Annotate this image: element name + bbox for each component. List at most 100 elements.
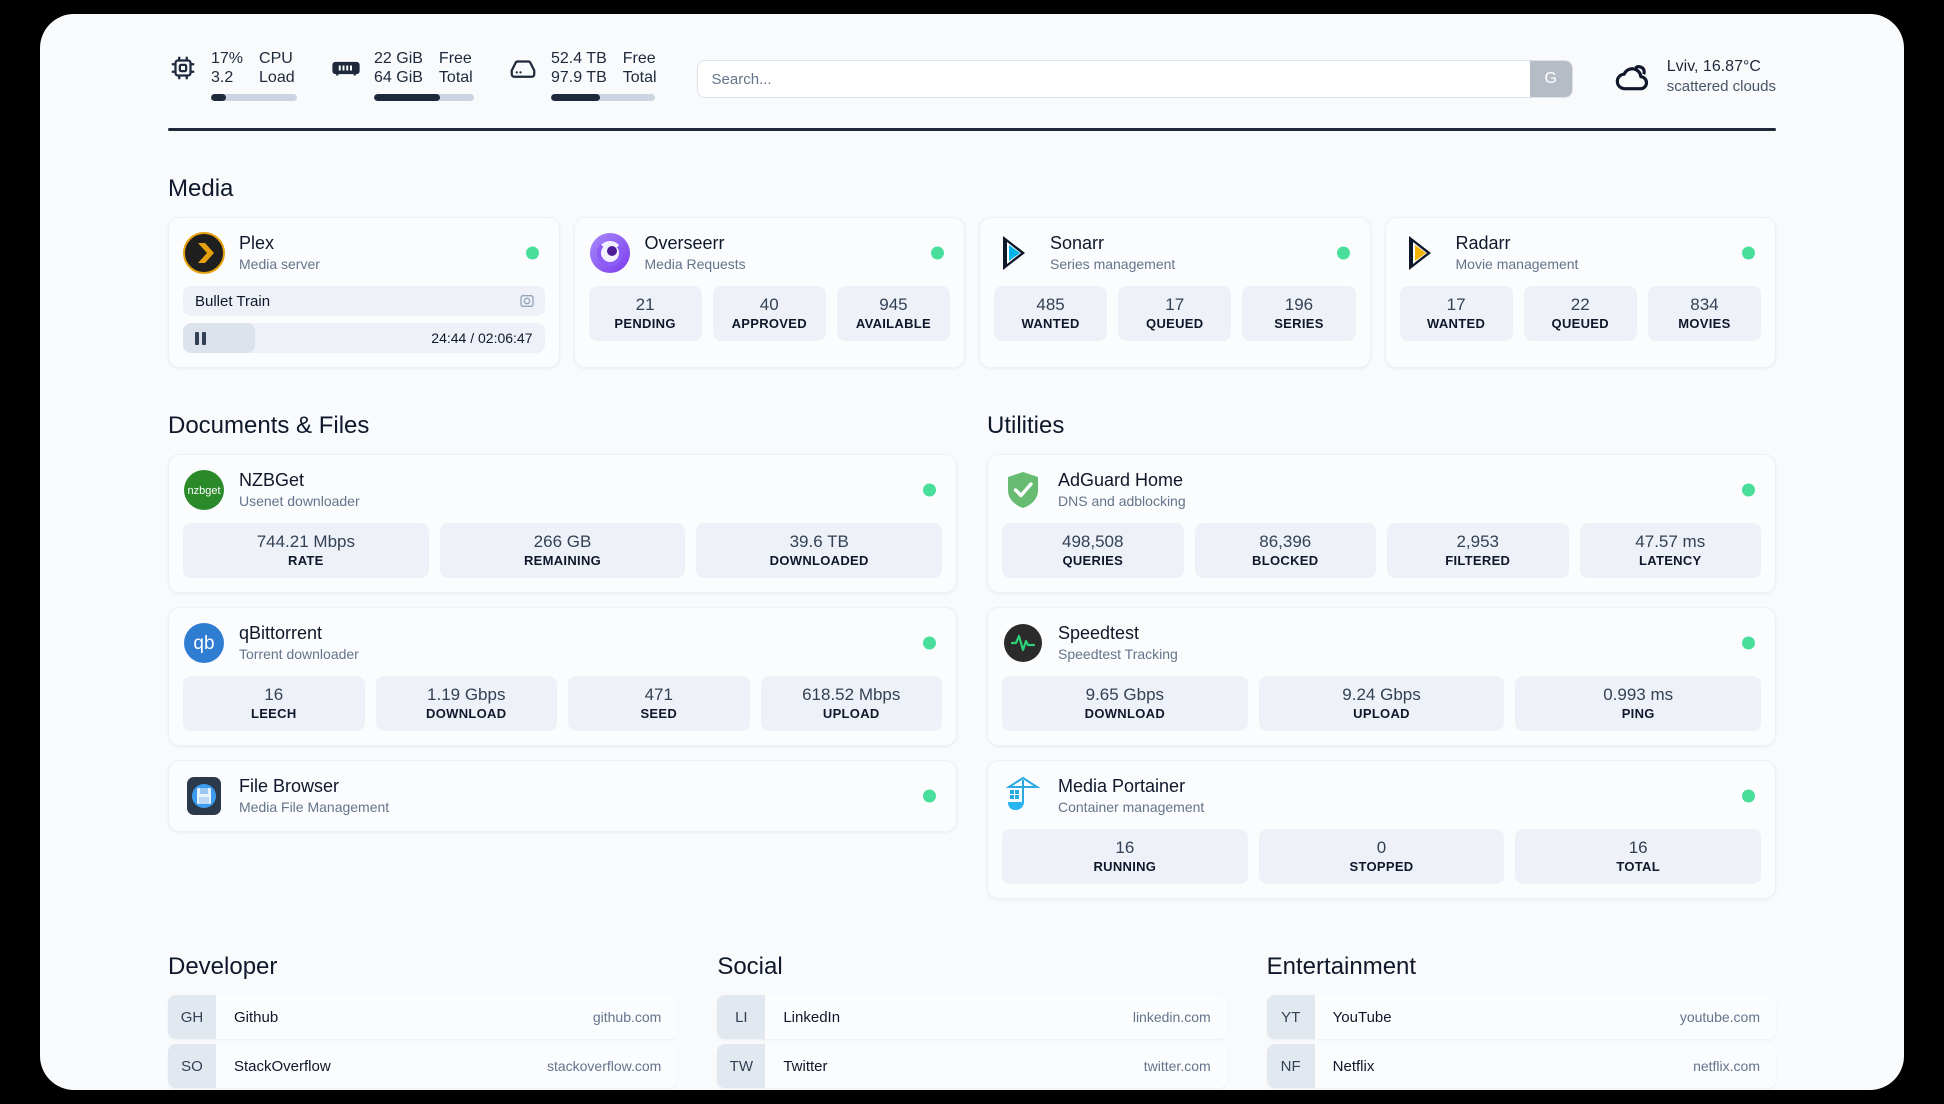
section-title-documents: Documents & Files [168, 412, 370, 439]
tile-label: APPROVED [731, 316, 807, 331]
bookmark-item[interactable]: GH Github github.com [168, 995, 678, 1039]
bookmark-group-title: Social [717, 953, 783, 980]
tile-label: QUERIES [1062, 553, 1124, 568]
service-desc: Speedtest Tracking [1058, 646, 1178, 662]
service-card-plex[interactable]: Plex Media server Bullet Train [168, 217, 560, 368]
bookmark-abbr: YT [1266, 995, 1315, 1039]
header-divider [168, 128, 1776, 131]
bookmark-abbr: SO [168, 1044, 216, 1088]
tile-value: 945 [879, 295, 908, 314]
stat-tiles: 485 WANTED 17 QUEUED 196 SERIES [994, 286, 1356, 341]
disk-free-value: 52.4 TB [551, 50, 607, 67]
stat-cpu: 17% 3.2 CPU Load [168, 49, 297, 101]
now-playing-title-row: Bullet Train [183, 286, 545, 316]
tile-value: 2,953 [1456, 532, 1500, 551]
tile-label: PING [1621, 706, 1655, 721]
search-engine-button[interactable]: G [1529, 61, 1572, 97]
service-name: Plex [239, 233, 275, 253]
tile-label: DOWNLOAD [426, 706, 507, 721]
service-card-media-portainer[interactable]: Media Portainer Container management 16 … [987, 760, 1776, 899]
stat-tile: 9.65 Gbps DOWNLOAD [1002, 676, 1248, 731]
service-name: NZBGet [239, 470, 305, 490]
service-card-adguard-home[interactable]: AdGuard Home DNS and adblocking 498,508 … [987, 454, 1776, 593]
sonarr-icon [994, 232, 1036, 274]
utilities-column: AdGuard Home DNS and adblocking 498,508 … [987, 454, 1776, 899]
bookmark-item[interactable]: SO StackOverflow stackoverflow.com [168, 1044, 678, 1088]
service-name: Sonarr [1050, 233, 1105, 253]
stat-tile: 39.6 TB DOWNLOADED [696, 523, 943, 578]
stat-tile: 1.19 Gbps DOWNLOAD [375, 676, 557, 731]
bookmark-item[interactable]: LI LinkedIn linkedin.com [717, 995, 1227, 1039]
bookmark-url: github.com [592, 1009, 662, 1025]
playback-duration: 02:06:47 [478, 330, 533, 346]
dashboard-window: 17% 3.2 CPU Load [40, 14, 1904, 1090]
cast-icon[interactable] [519, 293, 535, 309]
tile-label: WANTED [1021, 316, 1080, 331]
tile-value: 834 [1690, 295, 1719, 314]
stat-tiles: 16 RUNNING 0 STOPPED 16 TOTAL [1002, 829, 1762, 884]
service-card-nzbget[interactable]: nzbget NZBGet Usenet downloader 74 [168, 454, 957, 593]
stat-tiles: 17 WANTED 22 QUEUED 834 MOVIES [1399, 286, 1762, 341]
bookmark-name: Netflix [1332, 1057, 1375, 1075]
search-input[interactable] [697, 61, 1530, 97]
stat-tile: 266 GB REMAINING [439, 523, 686, 578]
service-desc: Usenet downloader [239, 493, 360, 509]
file-browser-icon [183, 775, 225, 817]
service-card-overseerr[interactable]: Overseerr Media Requests 21 PENDING 40 A… [573, 217, 965, 368]
playback-time: 24:44 / 02:06:47 [431, 330, 532, 346]
playback-progress-fill [183, 323, 256, 353]
tile-value: 1.19 Gbps [427, 685, 506, 704]
tile-label: UPLOAD [1353, 706, 1410, 721]
tile-label: MOVIES [1678, 316, 1731, 331]
tile-value: 39.6 TB [789, 532, 849, 551]
tile-value: 47.57 ms [1635, 532, 1706, 551]
system-stats: 17% 3.2 CPU Load [168, 49, 657, 101]
tile-value: 485 [1036, 295, 1065, 314]
pause-icon[interactable] [195, 331, 206, 345]
stat-tile: 17 WANTED [1399, 286, 1513, 341]
memory-icon [331, 53, 361, 83]
service-desc: DNS and adblocking [1058, 493, 1186, 509]
memory-free-value: 22 GiB [374, 50, 423, 67]
service-card-radarr[interactable]: Radarr Movie management 17 WANTED 22 QUE… [1384, 217, 1776, 368]
stat-tiles: 744.21 Mbps RATE 266 GB REMAINING 39.6 T… [183, 523, 943, 578]
bookmark-item[interactable]: NF Netflix netflix.com [1266, 1044, 1776, 1088]
tile-label: UPLOAD [822, 706, 880, 721]
status-dot-online [1742, 636, 1755, 650]
cpu-usage-bar [211, 94, 297, 101]
status-dot-online [923, 636, 936, 650]
service-card-speedtest[interactable]: Speedtest Speedtest Tracking 9.65 Gbps D… [987, 607, 1776, 746]
tile-label: TOTAL [1616, 859, 1660, 874]
tile-label: STOPPED [1349, 859, 1414, 874]
stat-tile: 834 MOVIES [1647, 286, 1762, 341]
service-card-file-browser[interactable]: File Browser Media File Management [168, 760, 957, 832]
bookmarks-area: Developer GH Github github.com SO StackO… [168, 953, 1776, 1090]
tile-label: LEECH [250, 706, 297, 721]
status-dot-online [1742, 246, 1755, 260]
cpu-label-bottom: Load [259, 69, 295, 86]
bookmark-item[interactable]: YT YouTube youtube.com [1266, 995, 1776, 1039]
bookmark-group-social: Social LI LinkedIn linkedin.com TW Twitt… [717, 953, 1227, 1090]
now-playing-title: Bullet Train [195, 292, 271, 310]
service-card-qbittorrent[interactable]: qb qBittorrent Torrent downloader [168, 607, 957, 746]
search-box[interactable]: G [696, 60, 1573, 98]
tile-label: QUEUED [1551, 316, 1609, 331]
stat-tile: 196 SERIES [1242, 286, 1356, 341]
svg-text:nzbget: nzbget [187, 485, 220, 497]
cpu-load-value: 3.2 [211, 69, 234, 86]
cpu-icon [168, 53, 198, 83]
tile-value: 16 [1115, 838, 1135, 857]
bookmark-item[interactable]: TW Twitter twitter.com [717, 1044, 1227, 1088]
bookmark-url: youtube.com [1679, 1009, 1760, 1025]
stat-tile: 485 WANTED [994, 286, 1108, 341]
stat-tile: 618.52 Mbps UPLOAD [760, 676, 942, 731]
bookmark-group-title: Developer [168, 953, 278, 980]
service-card-sonarr[interactable]: Sonarr Series management 485 WANTED 17 Q… [979, 217, 1371, 368]
bookmark-url: stackoverflow.com [546, 1058, 662, 1074]
bookmark-group-developer: Developer GH Github github.com SO StackO… [168, 953, 678, 1090]
status-dot-online [923, 789, 936, 803]
tile-value: 40 [759, 295, 779, 314]
bookmark-abbr: TW [717, 1044, 766, 1088]
tile-label: RATE [288, 553, 324, 568]
playback-progress-bar[interactable]: 24:44 / 02:06:47 [183, 323, 545, 353]
